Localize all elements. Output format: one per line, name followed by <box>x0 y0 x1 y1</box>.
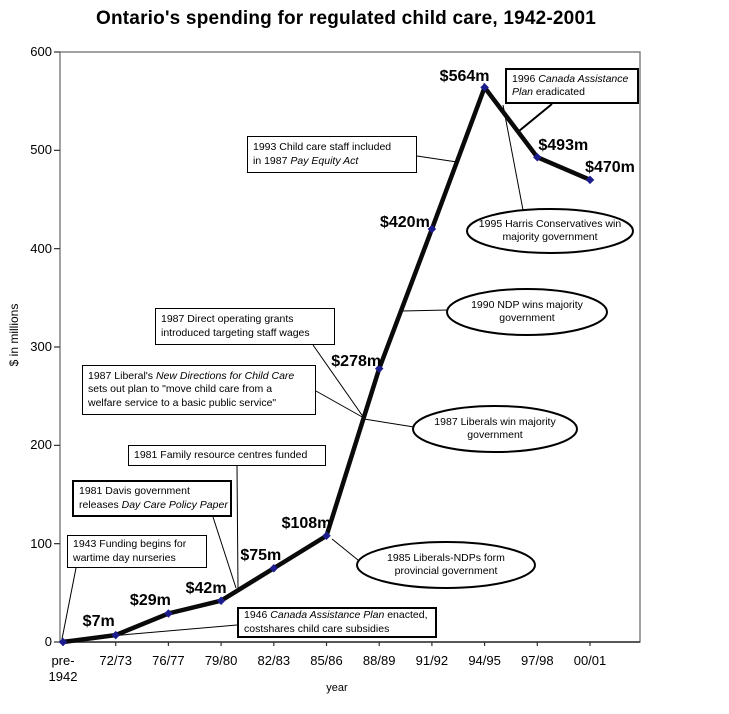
y-tick-label: 600 <box>30 44 52 59</box>
oval-1985-liberal-ndp <box>356 541 536 589</box>
data-point-label: $7m <box>82 613 115 631</box>
oval-1990-ndp <box>446 288 608 336</box>
box-1981-davis-policy-paper: 1981 Davis government releases Day Care P… <box>72 480 232 517</box>
leader-line <box>502 104 524 211</box>
leader-line <box>236 465 239 589</box>
data-point-marker <box>427 224 437 234</box>
x-tick-label: 72/73 <box>99 653 132 668</box>
box-1946-cap-enacted: 1946 Canada Assistance Plan enacted, cost… <box>237 607 437 638</box>
x-tick-label: 91/92 <box>415 653 449 668</box>
oval-1987-liberals <box>412 405 578 453</box>
leader-line <box>416 155 458 163</box>
oval-1995-harris-conservatives <box>466 208 634 254</box>
data-point-label: $278m <box>331 352 382 370</box>
box-1987-operating-grants: 1987 Direct operating grants introduced t… <box>155 308 335 345</box>
y-tick-label: 500 <box>30 142 52 158</box>
leader-line <box>61 567 77 640</box>
leader-line <box>401 309 449 312</box>
box-1943-wartime-nurseries: 1943 Funding begins for wartime day nurse… <box>67 535 207 568</box>
x-tick-label: 00/01 <box>573 653 607 668</box>
x-tick-label: 97/98 <box>521 653 554 668</box>
box-1981-family-resource-centres: 1981 Family resource centres funded <box>128 445 326 466</box>
y-axis-label: $ in millions <box>7 303 21 367</box>
box-1993-pay-equity: 1993 Child care staff included in 1987 Pa… <box>247 136 417 173</box>
x-tick-label: 82/83 <box>257 653 291 668</box>
box-1996-cap-eradicated: 1996 Canada Assistance Plan eradicated <box>505 68 639 104</box>
oval-1987-liberals-text: 1987 Liberals win majority government <box>434 416 556 441</box>
data-point-label: $108m <box>281 514 332 532</box>
data-point-marker <box>374 364 384 373</box>
leader-line <box>312 344 365 419</box>
y-tick-label: 100 <box>30 535 52 551</box>
data-point-label: $493m <box>538 137 589 155</box>
x-tick-label: 85/86 <box>310 653 343 668</box>
data-point-marker <box>322 531 331 541</box>
leader-line <box>363 418 415 428</box>
x-tick-label: 76/77 <box>152 653 185 668</box>
x-tick-label: 88/89 <box>362 653 396 668</box>
leader-line <box>212 516 237 589</box>
data-point-label: $29m <box>129 592 171 610</box>
leader-line <box>331 538 359 561</box>
data-point-label: $42m <box>185 579 227 597</box>
data-point-marker <box>480 83 489 92</box>
y-tick-label: 0 <box>44 634 52 649</box>
oval-1985-liberal-ndp-text: 1985 Liberals-NDPs form provincial govern… <box>387 552 505 577</box>
data-point-label: $470m <box>585 158 635 176</box>
y-tick-label: 300 <box>30 339 52 354</box>
chart-title: Ontario's spending for regulated child c… <box>96 8 596 29</box>
x-axis-label: year <box>326 682 348 694</box>
x-tick-label: 79/80 <box>204 653 238 668</box>
oval-1990-ndp-text: 1990 NDP wins majority government <box>471 299 583 324</box>
data-point-marker <box>269 564 279 573</box>
leader-line <box>315 390 365 419</box>
x-tick-label: pre- 1942 <box>48 653 78 684</box>
data-point-label: $564m <box>439 68 490 86</box>
box-1987-new-directions: 1987 Liberal's New Directions for Child … <box>82 365 316 415</box>
leader-line <box>518 103 553 132</box>
oval-1995-harris-conservatives-text: 1995 Harris Conservatives win majority go… <box>478 218 622 243</box>
data-point-label: $420m <box>379 214 430 231</box>
y-tick-label: 400 <box>30 240 52 256</box>
y-tick-label: 200 <box>30 437 52 453</box>
x-tick-label: 94/95 <box>468 653 501 668</box>
data-point-label: $75m <box>240 547 282 565</box>
